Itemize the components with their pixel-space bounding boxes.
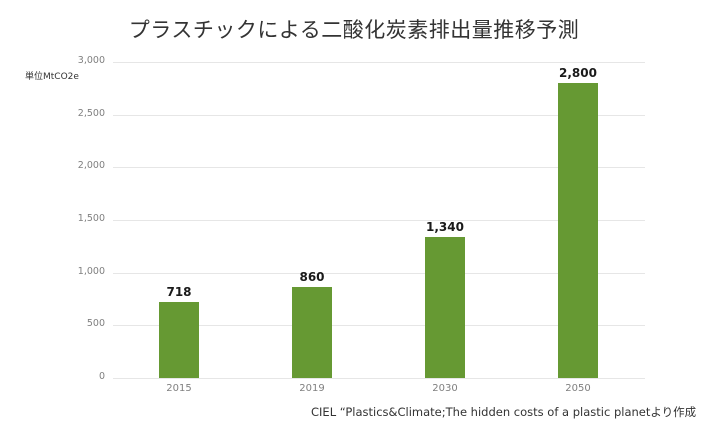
y-axis-unit-label: 単位MtCO2e xyxy=(25,72,79,82)
x-tick-label: 2015 xyxy=(166,383,192,394)
gridline xyxy=(113,114,645,116)
gridline xyxy=(113,325,645,327)
data-label-2019: 860 xyxy=(299,270,325,285)
data-label-2015: 718 xyxy=(166,285,192,300)
gridline xyxy=(113,167,645,169)
y-tick-label: 0 xyxy=(98,371,105,382)
y-tick-label: 3,000 xyxy=(77,55,105,66)
data-label-2050: 2,800 xyxy=(559,66,597,81)
y-tick-label: 500 xyxy=(86,318,105,330)
data-label-2030: 1,340 xyxy=(426,219,464,234)
source-note: CIEL “Plastics&Climate;The hidden costs … xyxy=(311,405,697,419)
x-tick-label: 2019 xyxy=(299,383,325,394)
bar-2015 xyxy=(159,302,199,378)
x-tick-label: 2050 xyxy=(565,383,591,394)
bar-2050 xyxy=(558,83,598,378)
gridline xyxy=(113,220,645,221)
chart-title: プラスチックによる二酸化炭素排出量推移予測 xyxy=(128,18,580,42)
bar-2019 xyxy=(292,287,332,378)
y-tick-label: 1,500 xyxy=(77,213,105,224)
y-tick-label: 2,500 xyxy=(77,107,105,119)
plot-area: 718 860 1,340 2,800 xyxy=(113,62,645,379)
y-tick-label: 2,000 xyxy=(77,160,105,172)
y-tick-label: 1,000 xyxy=(77,265,105,277)
bar-2030 xyxy=(425,236,465,378)
gridline xyxy=(113,272,645,274)
gridline xyxy=(113,62,645,63)
gridline xyxy=(113,378,645,379)
x-tick-label: 2030 xyxy=(432,383,458,394)
